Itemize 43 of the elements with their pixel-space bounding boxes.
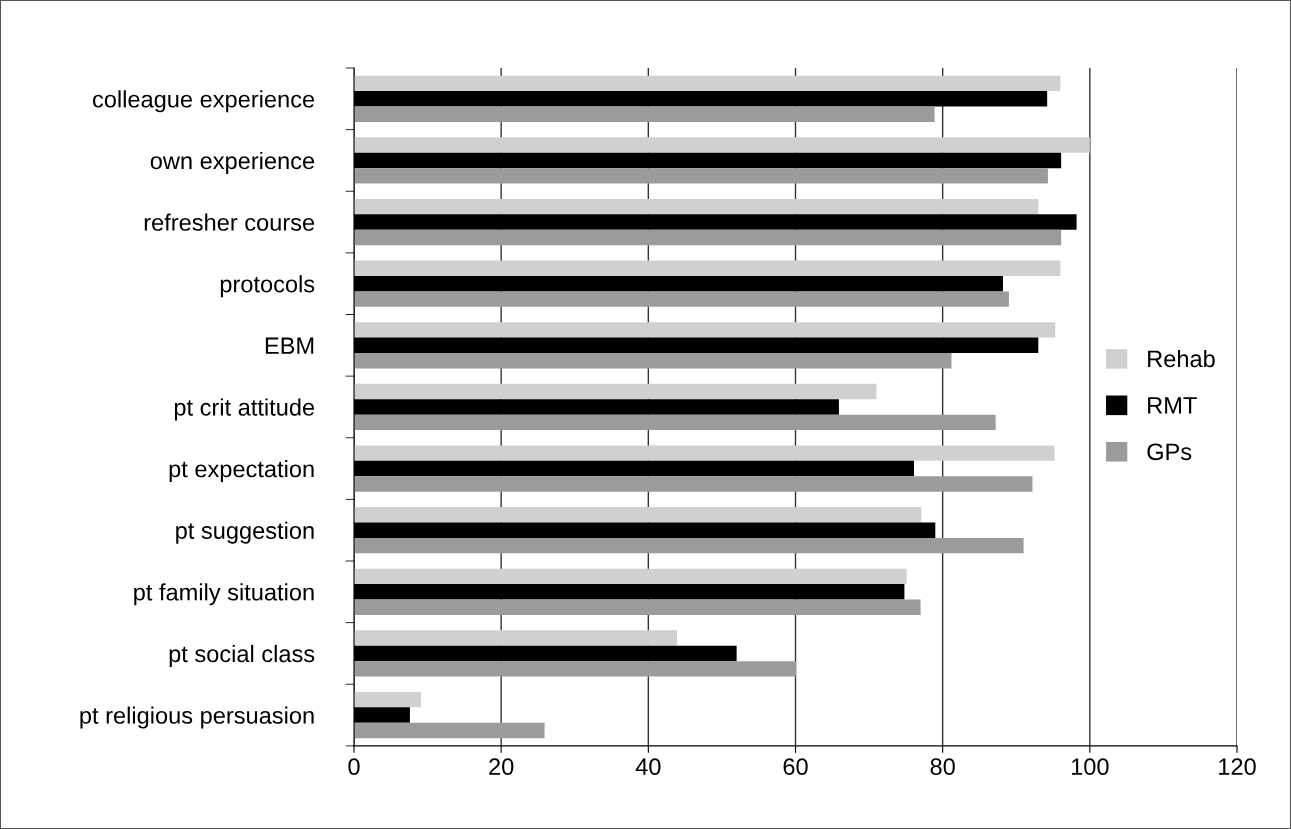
legend-label: Rehab bbox=[1148, 349, 1215, 368]
bar bbox=[354, 476, 1033, 492]
bar bbox=[354, 137, 1090, 153]
x-tick-label: 120 bbox=[1219, 758, 1256, 776]
bar bbox=[354, 229, 1062, 246]
bar bbox=[354, 291, 1009, 307]
bar bbox=[354, 322, 1056, 338]
bar bbox=[354, 507, 922, 523]
bar bbox=[354, 661, 797, 677]
x-tick-label: 60 bbox=[783, 758, 808, 776]
y-tick-label: pt religious persuasion bbox=[80, 706, 314, 729]
bar bbox=[354, 599, 921, 615]
x-tick-label: 80 bbox=[930, 758, 955, 776]
bar bbox=[354, 353, 952, 369]
x-tick-label: 100 bbox=[1071, 758, 1109, 776]
bar bbox=[354, 445, 1055, 461]
y-tick-label: protocols bbox=[220, 275, 315, 298]
bar bbox=[354, 106, 935, 122]
y-tick-label: refresher course bbox=[144, 213, 315, 231]
bar bbox=[354, 722, 545, 739]
bar bbox=[354, 630, 678, 646]
y-tick-label: own experience bbox=[150, 151, 315, 174]
bar bbox=[354, 168, 1048, 184]
bar bbox=[354, 198, 1039, 215]
y-tick-label: pt expectation bbox=[169, 460, 314, 483]
bar bbox=[354, 537, 1024, 554]
x-tick-label: 20 bbox=[489, 758, 514, 776]
bar bbox=[354, 568, 907, 585]
bar bbox=[354, 383, 877, 400]
y-tick-label: pt suggestion bbox=[176, 521, 314, 544]
legend-label: GPs bbox=[1147, 443, 1192, 461]
bar bbox=[354, 260, 1061, 276]
bar bbox=[354, 414, 996, 431]
legend-label: RMT bbox=[1148, 397, 1197, 414]
x-tick-label: 0 bbox=[348, 758, 360, 776]
y-tick-label: pt family situation bbox=[134, 583, 314, 606]
y-tick-label: colleague experience bbox=[92, 90, 315, 113]
y-tick-label: EBM bbox=[265, 337, 314, 354]
y-tick-label: pt social class bbox=[169, 644, 315, 667]
bar bbox=[354, 691, 421, 708]
x-tick-label: 40 bbox=[635, 758, 661, 776]
y-tick-label: pt crit attitude bbox=[174, 398, 315, 421]
bar bbox=[354, 75, 1061, 92]
